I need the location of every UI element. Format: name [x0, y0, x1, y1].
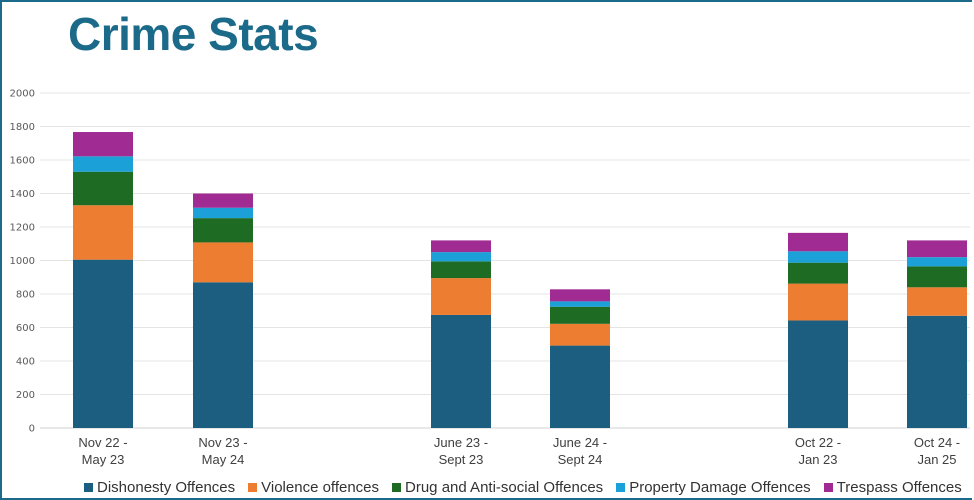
y-tick-label: 1200 — [10, 223, 35, 234]
y-tick-label: 1000 — [10, 256, 35, 267]
bar-stack — [550, 289, 610, 428]
bar-stack — [193, 193, 253, 428]
bar-segment — [193, 218, 253, 243]
legend-item: Trespass Offences — [823, 478, 962, 496]
bar-segment — [193, 282, 253, 428]
y-tick-label: 1600 — [10, 156, 35, 167]
y-tick-label: 400 — [16, 357, 35, 368]
y-tick-label: 200 — [16, 390, 35, 401]
bar-segment — [431, 240, 491, 253]
bar-segment — [73, 259, 133, 428]
x-tick-label: June 23 -Sept 23 — [434, 435, 488, 467]
bar-segment — [907, 240, 967, 258]
legend-swatch — [616, 482, 626, 492]
bar-segment — [788, 232, 848, 252]
legend-item: Property Damage Offences — [616, 478, 811, 496]
y-tick-label: 600 — [16, 323, 35, 334]
bar-segment — [431, 261, 491, 279]
x-tick-label: Nov 22 -May 23 — [78, 435, 127, 467]
bar-segment — [907, 287, 967, 316]
page-title: Crime Stats — [68, 8, 319, 60]
y-axis: 0 200 400 600 800 1000 1200 1400 1600 1800 2000 — [10, 89, 35, 435]
bar-segment — [73, 156, 133, 172]
legend-swatch — [823, 482, 833, 492]
bar-segment — [431, 252, 491, 262]
legend-swatch — [392, 482, 402, 492]
bar-segment — [788, 251, 848, 263]
legend-swatch — [84, 482, 93, 492]
bar-segment — [193, 242, 253, 283]
bar-segment — [788, 320, 848, 428]
bar-segment — [907, 257, 967, 267]
x-tick-label: Oct 24 -Jan 25 — [914, 435, 960, 467]
legend-label: Violence offences — [261, 478, 380, 496]
bar-segment — [788, 283, 848, 321]
y-tick-label: 0 — [29, 424, 35, 435]
bar-segment — [550, 306, 610, 324]
legend-label: Dishonesty Offences — [97, 478, 236, 496]
legend-swatch — [248, 482, 258, 492]
bar-segment — [73, 132, 133, 157]
bar-segment — [193, 193, 253, 208]
bar-stack — [431, 240, 491, 428]
y-tick-label: 2000 — [10, 89, 35, 100]
y-tick-label: 1400 — [10, 189, 35, 200]
bar-segment — [73, 205, 133, 260]
bar-segment — [550, 289, 610, 302]
bar-segment — [550, 301, 610, 307]
bar-segment — [431, 278, 491, 315]
legend-item: Drug and Anti-social Offences — [392, 479, 603, 496]
bar-segment — [788, 262, 848, 284]
legend-label: Drug and Anti-social Offences — [405, 478, 604, 496]
bar-segment — [907, 315, 967, 428]
bar-segment — [73, 171, 133, 206]
bar-stack — [907, 240, 967, 428]
bar-segment — [550, 345, 610, 428]
y-tick-label: 800 — [16, 290, 35, 301]
x-tick-label: June 24 -Sept 24 — [553, 435, 607, 467]
bar-stack — [73, 132, 133, 428]
bar-segment — [907, 266, 967, 288]
bars — [73, 132, 967, 428]
x-axis: Nov 22 -May 23 Nov 23 -May 24 June 23 -Sep… — [78, 435, 960, 467]
legend: Dishonesty Offences Violence offences Drug… — [84, 477, 974, 497]
legend-item: Dishonesty Offences — [84, 479, 235, 496]
legend-label: Trespass Offences — [836, 478, 962, 496]
y-tick-label: 1800 — [10, 122, 35, 133]
bar-stack — [788, 232, 848, 428]
bar-segment — [431, 314, 491, 428]
bar-segment — [193, 207, 253, 219]
legend-item: Violence offences — [248, 479, 379, 496]
x-tick-label: Oct 22 -Jan 23 — [795, 435, 841, 467]
legend-label: Property Damage Offences — [629, 478, 811, 496]
bar-segment — [550, 323, 610, 346]
x-tick-label: Nov 23 -May 24 — [198, 435, 247, 467]
